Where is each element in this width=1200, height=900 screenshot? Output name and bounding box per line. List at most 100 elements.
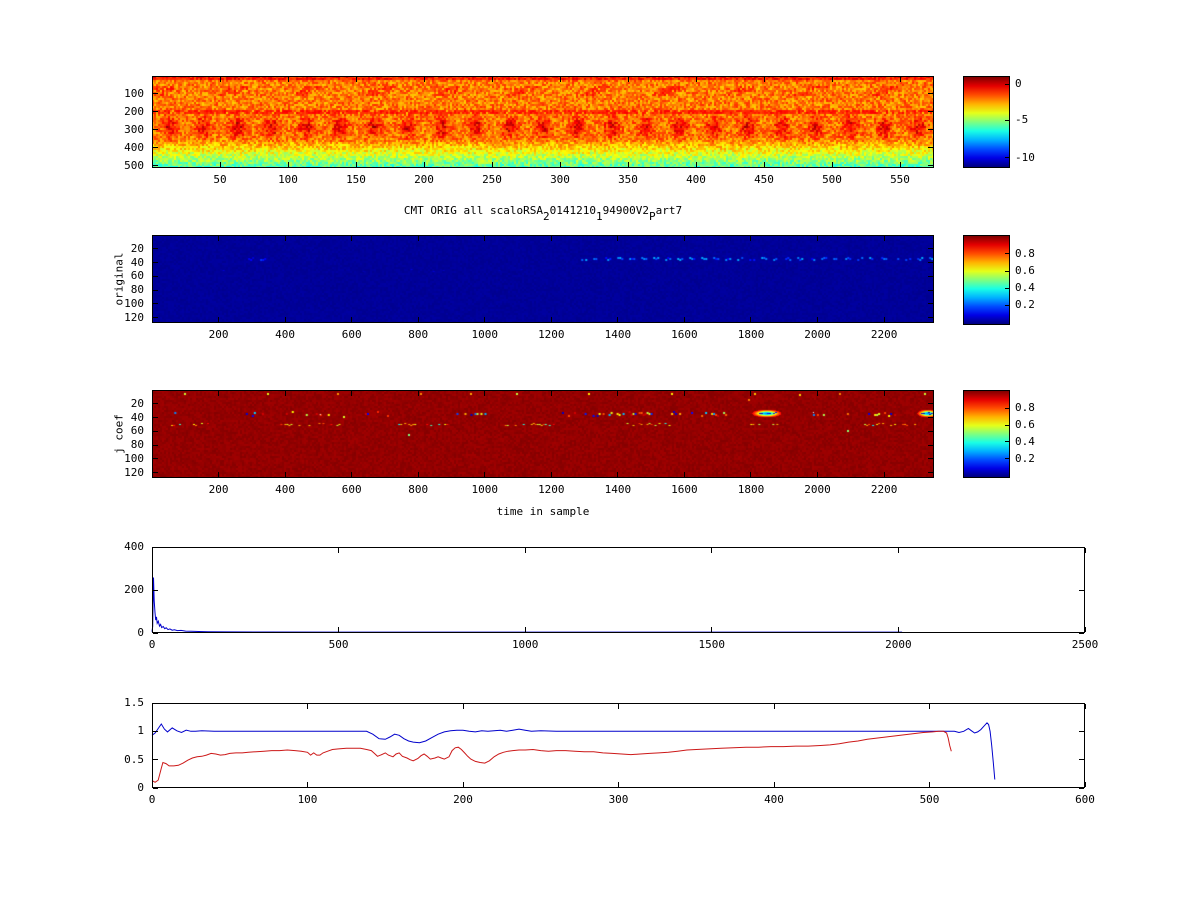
x-tick-label: 1000 bbox=[511, 638, 539, 651]
tick-mark bbox=[1079, 787, 1084, 789]
tick-mark bbox=[1079, 730, 1084, 732]
tick-mark bbox=[817, 391, 819, 396]
tick-mark bbox=[928, 93, 933, 95]
tick-mark bbox=[287, 162, 289, 167]
x-tick-label: 1200 bbox=[538, 483, 565, 496]
colorbar-tick bbox=[1005, 83, 1010, 85]
tick-mark bbox=[153, 787, 158, 789]
tick-mark bbox=[550, 391, 552, 396]
tick-mark bbox=[683, 317, 685, 322]
tick-mark bbox=[928, 111, 933, 113]
colorbar-tick-label: -5 bbox=[1015, 113, 1029, 127]
x-tick-label: 550 bbox=[890, 173, 910, 186]
tick-mark bbox=[484, 317, 486, 322]
tick-mark bbox=[928, 417, 933, 418]
colorbar-tick bbox=[1005, 407, 1010, 409]
x-tick-label: 2000 bbox=[885, 638, 912, 651]
tick-mark bbox=[928, 403, 933, 405]
tick-mark bbox=[153, 458, 158, 460]
tick-mark bbox=[1079, 546, 1084, 548]
tick-mark bbox=[307, 704, 308, 709]
y-tick-label: 100 bbox=[124, 86, 144, 100]
x-tick-label: 300 bbox=[608, 793, 629, 806]
y-tick-label: 20 bbox=[130, 396, 144, 410]
tick-mark bbox=[153, 403, 158, 405]
tick-mark bbox=[617, 472, 619, 477]
x-tick-label: 1000 bbox=[471, 483, 499, 496]
tick-mark bbox=[711, 627, 713, 632]
tick-mark bbox=[899, 162, 901, 167]
tick-mark bbox=[883, 236, 885, 241]
y-tick-label: 20 bbox=[130, 241, 144, 255]
tick-mark bbox=[883, 472, 885, 477]
tick-mark bbox=[153, 275, 158, 277]
tick-mark bbox=[151, 782, 153, 787]
x-tick-label: 250 bbox=[482, 173, 502, 186]
colorbar-tick-label: 0.4 bbox=[1015, 281, 1035, 295]
tick-mark bbox=[153, 417, 158, 418]
tick-mark bbox=[153, 165, 158, 167]
tick-mark bbox=[153, 317, 158, 318]
tick-mark bbox=[153, 759, 158, 761]
tick-mark bbox=[1079, 589, 1084, 591]
tick-mark bbox=[284, 317, 286, 322]
tick-mark bbox=[287, 77, 289, 82]
tick-mark bbox=[695, 77, 697, 82]
tick-mark bbox=[750, 236, 752, 241]
tick-mark bbox=[1084, 704, 1086, 709]
tick-mark bbox=[153, 303, 158, 305]
title-text: 94900V2 bbox=[602, 204, 649, 217]
tick-mark bbox=[151, 548, 153, 553]
tick-mark bbox=[153, 444, 158, 446]
colorbar-original bbox=[963, 235, 1010, 325]
tick-mark bbox=[617, 236, 619, 241]
x-tick-label: 600 bbox=[341, 483, 362, 496]
tick-mark bbox=[928, 289, 933, 291]
title-text: art7 bbox=[655, 204, 683, 217]
tick-mark bbox=[153, 248, 158, 250]
tick-mark bbox=[928, 303, 933, 305]
y-tick-label: 400 bbox=[124, 540, 144, 553]
x-tick-label: 600 bbox=[341, 328, 362, 341]
tick-mark bbox=[928, 262, 933, 263]
colorbar-tick bbox=[1005, 441, 1010, 443]
original-heatmap bbox=[152, 235, 934, 323]
y-tick-label: 120 bbox=[124, 465, 144, 479]
x-tick-label: 400 bbox=[764, 793, 784, 806]
x-tick-label: 800 bbox=[408, 483, 429, 496]
tick-mark bbox=[491, 162, 493, 167]
tick-mark bbox=[462, 704, 464, 709]
colorbar-tick bbox=[1005, 270, 1010, 272]
tick-mark bbox=[284, 236, 286, 241]
x-tick-label: 400 bbox=[275, 483, 296, 496]
ratio-plot bbox=[151, 722, 996, 783]
tick-mark bbox=[417, 472, 419, 477]
tick-mark bbox=[218, 391, 220, 396]
tick-mark bbox=[153, 129, 158, 131]
x-tick-label: 1200 bbox=[538, 328, 565, 341]
y-tick-label: 60 bbox=[130, 424, 144, 438]
tick-mark bbox=[929, 704, 930, 709]
colorbar-spectrogram-gradient bbox=[964, 77, 1009, 167]
x-tick-label: 400 bbox=[686, 173, 706, 186]
x-tick-label: 2000 bbox=[804, 483, 831, 496]
ylabel-jcoef: j coef bbox=[112, 414, 126, 454]
colorbar-spectrogram bbox=[963, 76, 1010, 168]
tick-mark bbox=[773, 782, 775, 787]
tick-mark bbox=[817, 317, 819, 322]
tick-mark bbox=[1084, 627, 1086, 632]
tick-mark bbox=[153, 472, 158, 473]
tick-mark bbox=[151, 704, 153, 709]
colorbar-tick bbox=[1005, 424, 1010, 426]
tick-mark bbox=[928, 458, 933, 460]
colorbar-tick-label: 0.8 bbox=[1015, 401, 1035, 415]
colorbar-tick-label: 0.6 bbox=[1015, 418, 1035, 432]
tick-mark bbox=[627, 77, 629, 82]
tick-mark bbox=[695, 162, 697, 167]
x-tick-label: 450 bbox=[754, 173, 774, 186]
tick-mark bbox=[284, 391, 286, 396]
x-tick-label: 50 bbox=[213, 173, 227, 186]
tick-mark bbox=[351, 472, 353, 477]
tick-mark bbox=[763, 77, 765, 82]
tick-mark bbox=[153, 93, 158, 95]
